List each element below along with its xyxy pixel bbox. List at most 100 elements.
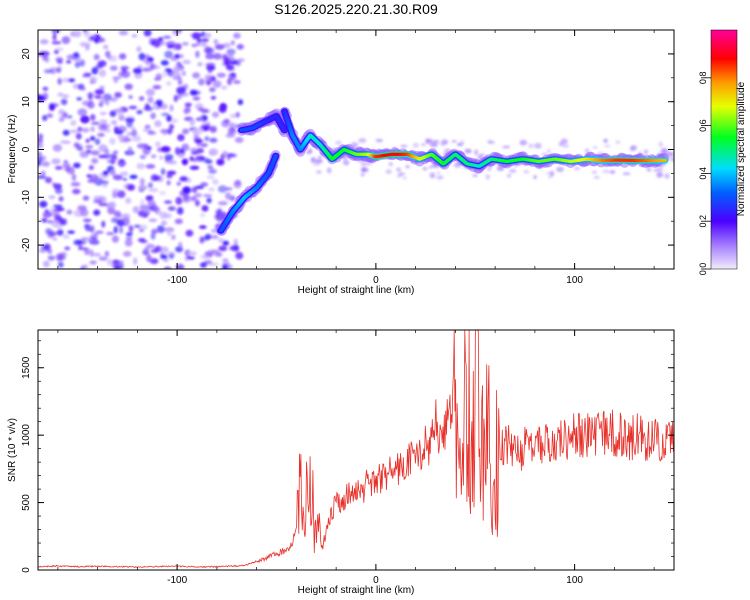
noise-blob [358,138,367,143]
noise-blob [593,146,598,149]
noise-blob [164,50,173,59]
noise-blob [533,175,537,180]
noise-blob [189,251,197,256]
noise-blob [533,142,542,149]
noise-blob [205,62,216,67]
noise-blob [106,232,115,236]
noise-blob [80,115,90,124]
noise-blob [231,72,236,77]
noise-blob [118,30,129,36]
noise-blob [436,175,444,180]
noise-blob [150,174,159,182]
noise-blob [192,96,201,101]
noise-blob [49,206,54,214]
noise-blob [56,229,64,236]
noise-blob [38,138,44,145]
noise-blob [236,58,245,62]
noise-blob [148,187,159,193]
noise-blob [180,147,185,154]
noise-blob [108,201,117,209]
noise-blob [163,213,172,219]
noise-blob [136,46,142,53]
noise-blob [212,53,222,60]
noise-blob [57,77,62,85]
noise-blob [145,88,156,96]
noise-blob [62,129,70,136]
noise-blob [141,67,152,72]
noise-blob [175,263,185,269]
noise-blob [94,95,102,99]
snr-xlabel: Height of straight line (km) [298,585,415,596]
noise-blob [56,65,63,72]
noise-blob [584,148,590,153]
noise-blob [160,168,166,176]
noise-blob [153,39,161,48]
spectrogram-xlabel: Height of straight line (km) [298,285,415,296]
noise-blob [151,154,157,159]
noise-blob [198,78,205,86]
noise-blob [216,72,226,78]
noise-blob [230,40,235,46]
noise-blob [225,133,236,138]
noise-blob [74,61,81,68]
noise-blob [98,69,107,77]
noise-blob [161,112,170,117]
noise-blob [211,111,220,118]
noise-blob [474,149,479,155]
noise-blob [199,236,205,244]
noise-blob [145,59,151,67]
colorbar: 0.0 0.2 0.4 0.6 0.8 Normalized spectral ampl… [698,29,747,275]
noise-blob [77,109,86,114]
noise-blob [112,174,123,181]
noise-blob [66,54,73,61]
noise-blob [109,110,117,117]
noise-blob [182,186,192,195]
noise-blob [63,160,68,164]
noise-blob [591,170,598,174]
noise-blob [119,171,129,177]
noise-blob [94,38,99,44]
y-tick-label: 0 [21,146,32,152]
noise-blob [39,155,47,161]
y-tick-label: 0 [21,567,32,573]
noise-blob [42,217,48,224]
noise-blob [194,127,204,135]
noise-blob [669,156,674,162]
noise-blob [197,107,205,112]
noise-blob [147,96,154,104]
noise-blob [226,78,233,86]
noise-blob [127,146,133,155]
noise-blob [72,30,82,38]
noise-blob [154,77,161,81]
noise-blob [105,50,111,58]
noise-blob [396,174,402,178]
noise-blob [81,127,90,133]
noise-blob [93,195,104,201]
noise-blob [129,174,138,179]
noise-blob [186,255,195,260]
noise-blob [199,225,207,229]
noise-blob [98,38,106,43]
noise-blob [217,185,228,193]
noise-blob [146,57,154,61]
noise-blob [53,204,63,208]
noise-blob [91,121,101,125]
noise-blob [75,57,82,62]
noise-blob [602,169,610,174]
noise-blob [136,110,143,115]
noise-blob [98,123,108,132]
noise-blob [142,128,149,132]
snr-frame [37,329,675,571]
noise-blob [182,59,191,65]
noise-blob [174,43,182,51]
noise-blob [90,114,96,121]
noise-blob [152,106,162,110]
noise-blob [109,97,118,102]
noise-blob [201,38,210,42]
noise-blob [57,261,64,268]
noise-blob [342,159,350,166]
noise-blob [89,136,96,141]
noise-blob [103,44,109,50]
noise-blob [388,162,393,167]
